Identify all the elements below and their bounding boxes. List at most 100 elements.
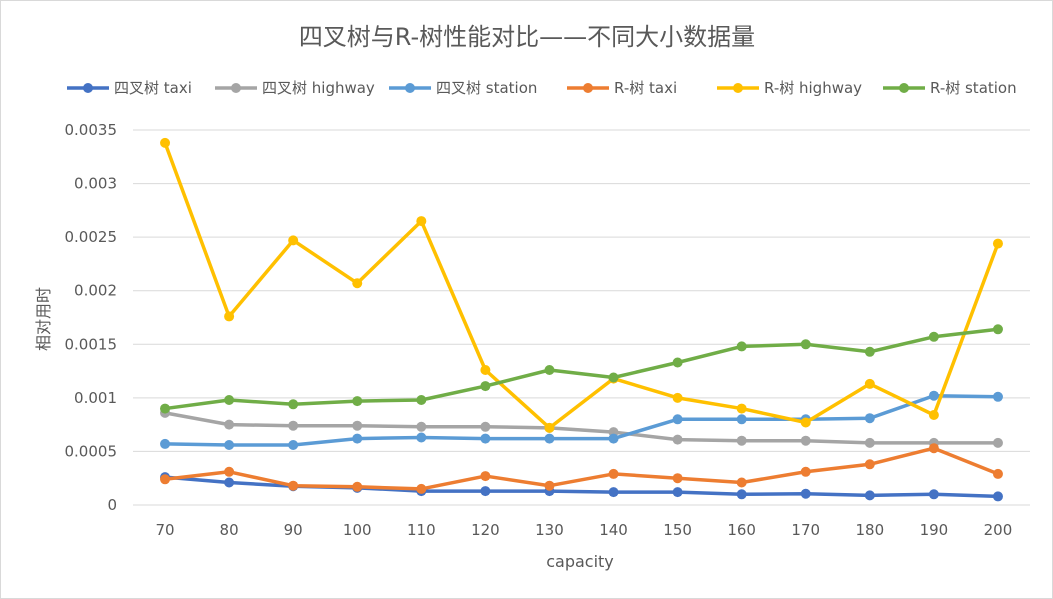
data-point — [992, 238, 1003, 249]
data-point — [800, 417, 811, 428]
data-point — [928, 443, 939, 454]
data-point — [992, 468, 1003, 479]
legend-swatch-marker — [899, 83, 909, 93]
x-axis-label: capacity — [546, 552, 614, 571]
x-tick-label: 120 — [471, 521, 500, 539]
x-tick-label: 90 — [284, 521, 303, 539]
data-point — [864, 378, 875, 389]
series-line — [163, 141, 1000, 430]
series-lines — [160, 137, 1003, 502]
data-point — [224, 311, 235, 322]
data-point — [288, 420, 299, 431]
data-point — [352, 420, 363, 431]
legend-label: 四叉树 taxi — [114, 79, 192, 97]
series-2 — [160, 390, 1003, 450]
data-point — [480, 433, 491, 444]
data-point — [544, 365, 555, 375]
data-point — [864, 437, 875, 448]
series-line — [163, 393, 1000, 447]
x-tick-label: 170 — [791, 521, 820, 539]
y-tick-label: 0.002 — [74, 282, 117, 300]
data-point — [608, 468, 619, 479]
data-point — [416, 421, 427, 432]
data-point — [480, 471, 491, 482]
data-point — [416, 483, 427, 494]
data-point — [224, 395, 235, 405]
data-point — [672, 434, 683, 445]
data-point — [224, 440, 235, 450]
series-0 — [160, 472, 1003, 502]
data-point — [416, 432, 427, 443]
x-tick-label: 160 — [727, 521, 756, 539]
legend-swatch-marker — [83, 83, 93, 93]
legend-swatch-marker — [405, 83, 415, 93]
x-tick-label: 70 — [155, 521, 174, 539]
data-point — [480, 421, 491, 432]
data-point — [928, 410, 939, 420]
x-axis-ticks: 70 80 90 100 110 120 130 140 150 160 170 180 190 200 — [155, 521, 1012, 539]
y-tick-label: 0.003 — [74, 175, 117, 193]
data-point — [544, 433, 555, 444]
legend-swatch-marker — [231, 83, 241, 93]
data-point — [672, 473, 683, 484]
series-4 — [160, 137, 1003, 433]
data-point — [736, 403, 747, 414]
data-point — [160, 403, 171, 414]
data-point — [992, 491, 1003, 502]
legend-item-4: R-树 highway — [717, 79, 862, 97]
data-point — [352, 433, 363, 444]
data-point — [992, 324, 1003, 335]
data-point — [480, 486, 491, 497]
data-point — [608, 487, 619, 498]
legend-item-0: 四叉树 taxi — [67, 79, 192, 97]
x-tick-label: 80 — [220, 521, 239, 539]
x-tick-label: 150 — [663, 521, 692, 539]
data-point — [608, 433, 619, 444]
data-point — [160, 137, 171, 148]
x-tick-label: 180 — [856, 521, 885, 539]
data-point — [544, 480, 555, 491]
y-axis-label: 相对用时 — [34, 287, 53, 351]
data-point — [864, 459, 875, 470]
data-point — [608, 372, 619, 383]
data-point — [224, 419, 235, 430]
data-point — [288, 480, 299, 491]
data-point — [928, 489, 939, 500]
data-point — [992, 391, 1003, 402]
data-point — [352, 481, 363, 492]
data-point — [288, 399, 299, 410]
data-point — [736, 477, 747, 488]
legend-label: 四叉树 station — [436, 79, 537, 97]
x-tick-label: 110 — [407, 521, 436, 539]
data-point — [416, 216, 427, 227]
data-point — [544, 422, 555, 433]
data-point — [672, 414, 683, 425]
x-tick-label: 190 — [920, 521, 949, 539]
legend-item-1: 四叉树 highway — [215, 79, 375, 97]
data-point — [480, 381, 491, 392]
y-tick-label: 0.0035 — [65, 121, 118, 139]
data-point — [736, 489, 747, 500]
data-point — [160, 438, 171, 449]
legend-item-5: R-树 station — [883, 79, 1017, 97]
x-tick-label: 200 — [984, 521, 1013, 539]
series-line — [163, 446, 1000, 491]
data-point — [288, 440, 299, 450]
data-point — [992, 437, 1003, 448]
data-point — [672, 392, 683, 403]
y-tick-label: 0.0015 — [65, 335, 118, 353]
data-point — [800, 488, 811, 499]
legend-label: R-树 taxi — [614, 79, 677, 97]
x-tick-label: 100 — [343, 521, 372, 539]
x-tick-label: 140 — [599, 521, 628, 539]
data-point — [672, 357, 683, 368]
data-point — [352, 396, 363, 407]
legend-label: 四叉树 highway — [262, 79, 375, 97]
data-point — [160, 474, 171, 485]
data-point — [800, 435, 811, 446]
series-3 — [160, 443, 1003, 494]
data-point — [800, 339, 811, 350]
data-point — [672, 487, 683, 498]
series-5 — [160, 324, 1003, 414]
data-point — [928, 390, 939, 401]
